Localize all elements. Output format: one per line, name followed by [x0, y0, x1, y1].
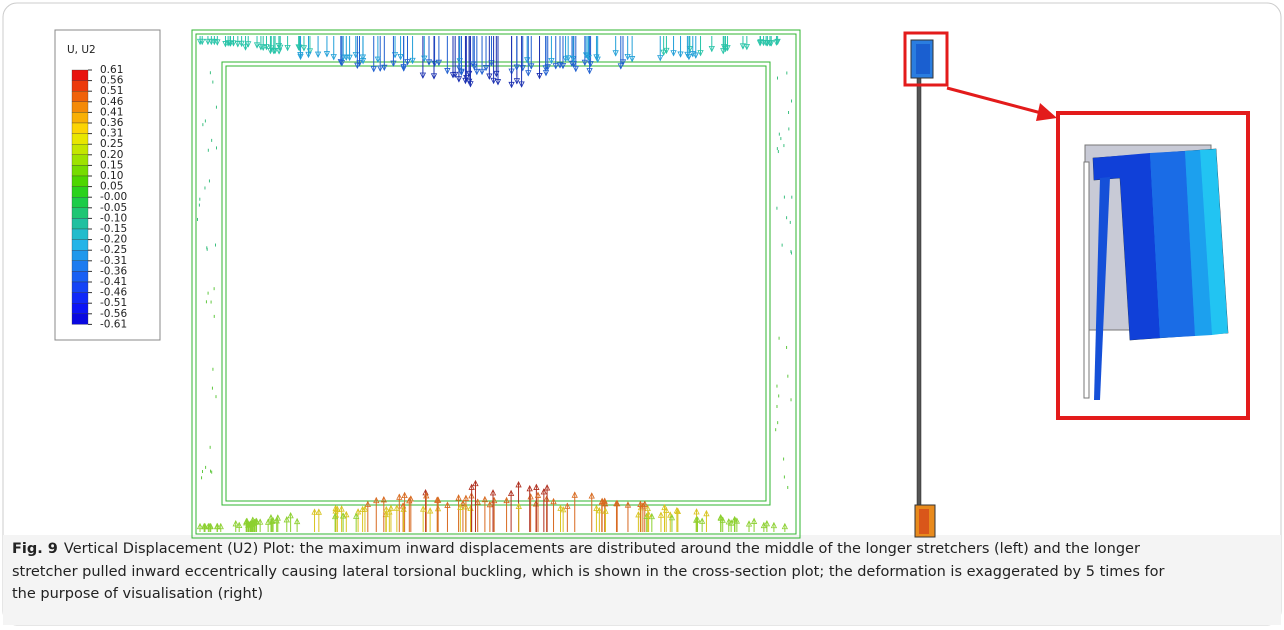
- legend-band: [72, 261, 88, 272]
- legend-label: -0.61: [100, 318, 127, 330]
- legend-band: [72, 250, 88, 261]
- legend-band: [72, 176, 88, 187]
- legend-band: [72, 271, 88, 282]
- figure-graphic: U, U2 0.610.560.510.460.410.360.310.250.…: [0, 0, 1284, 630]
- caption-label: Fig. 9: [12, 541, 58, 557]
- legend-band: [72, 144, 88, 155]
- legend-band: [72, 134, 88, 145]
- legend-band: [72, 155, 88, 166]
- legend: 0.610.560.510.460.410.360.310.250.200.15…: [72, 64, 127, 330]
- cross-section: [905, 33, 1248, 537]
- legend-band: [72, 165, 88, 176]
- legend-band: [72, 218, 88, 229]
- frame: [192, 30, 800, 538]
- caption-text: Vertical Displacement (U2) Plot: the max…: [12, 541, 1164, 602]
- displacement-arrows: [197, 36, 791, 532]
- legend-band: [72, 303, 88, 314]
- legend-band: [72, 112, 88, 123]
- legend-band: [72, 70, 88, 81]
- legend-band: [72, 187, 88, 198]
- legend-band: [72, 208, 88, 219]
- legend-band: [72, 81, 88, 92]
- figure: U, U2 0.610.560.510.460.410.360.310.250.…: [0, 0, 1284, 630]
- legend-band: [72, 197, 88, 208]
- legend-band: [72, 240, 88, 251]
- legend-band: [72, 123, 88, 134]
- legend-band: [72, 229, 88, 240]
- legend-title: U, U2: [67, 44, 96, 56]
- legend-band: [72, 293, 88, 304]
- legend-band: [72, 314, 88, 325]
- legend-band: [72, 91, 88, 102]
- legend-band: [72, 282, 88, 293]
- legend-band: [72, 102, 88, 113]
